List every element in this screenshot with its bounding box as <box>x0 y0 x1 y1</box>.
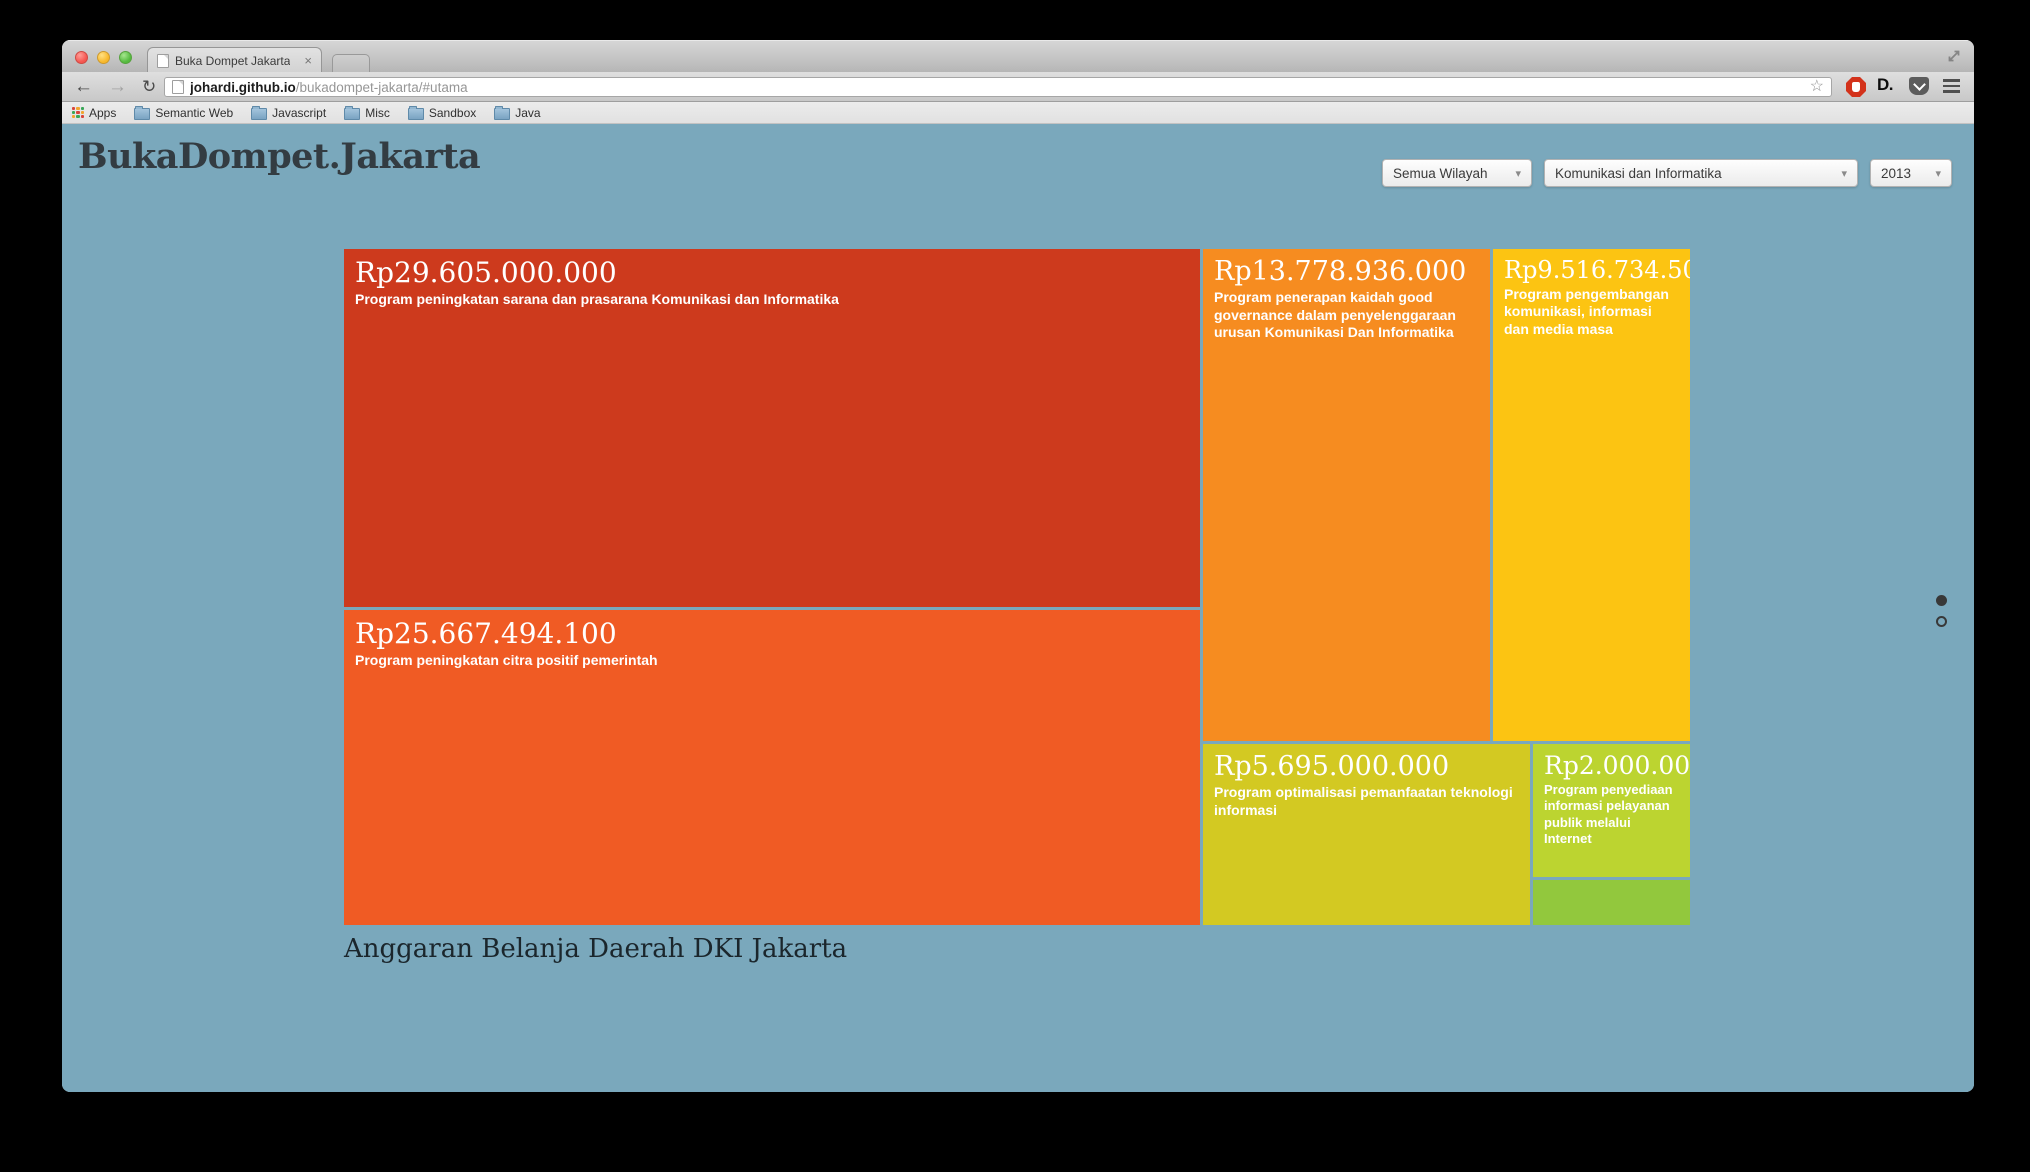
apps-grid-icon <box>72 106 84 119</box>
chevron-down-icon: ▾ <box>1841 167 1847 180</box>
folder-icon <box>251 105 268 120</box>
treemap-cell[interactable]: Rp25.667.494.100 Program peningkatan cit… <box>344 610 1200 925</box>
cell-amount: Rp5.695.000.000 <box>1214 751 1450 782</box>
bookmark-label: Javascript <box>272 105 327 120</box>
treemap-cell[interactable]: Rp2.000.000.000 Program penyediaan infor… <box>1533 744 1690 877</box>
tab-title: Buka Dompet Jakarta <box>175 53 291 68</box>
forward-button[interactable]: → <box>108 76 127 97</box>
bookmark-folder-java[interactable]: Java <box>494 105 541 120</box>
cell-amount: Rp9.516.734.500 <box>1504 256 1690 284</box>
cell-program: Program peningkatan sarana dan prasarana… <box>355 290 839 307</box>
category-filter-dropdown[interactable]: Komunikasi dan Informatika ▾ <box>1544 159 1858 187</box>
cell-program: Program penyediaan informasi pelayanan p… <box>1544 782 1673 846</box>
category-filter-value: Komunikasi dan Informatika <box>1555 165 1722 181</box>
address-bar[interactable]: johardi.github.io/bukadompet-jakarta/#ut… <box>164 77 1832 97</box>
tab-strip: Buka Dompet Jakarta × <box>62 40 1974 73</box>
treemap-cell[interactable]: Rp29.605.000.000 Program peningkatan sar… <box>344 249 1200 607</box>
folder-icon <box>494 105 511 120</box>
bookmark-label: Misc <box>365 105 390 120</box>
bookmark-label: Sandbox <box>428 105 477 120</box>
bookmarks-bar: Apps Semantic Web Javascript Misc Sandbo… <box>62 102 1974 124</box>
folder-icon <box>134 105 151 120</box>
browser-menu-icon[interactable] <box>1943 79 1960 93</box>
chevron-down-icon: ▾ <box>1935 167 1941 180</box>
cell-amount: Rp2.000.000.000 <box>1544 751 1690 780</box>
site-title: BukaDompet.Jakarta <box>78 136 481 177</box>
bookmark-label: Java <box>515 105 541 120</box>
treemap-cell[interactable] <box>1533 880 1690 925</box>
url-host: johardi.github.io <box>190 79 296 95</box>
bookmark-label: Apps <box>89 105 117 120</box>
url-path: /bukadompet-jakarta/#utama <box>295 79 468 95</box>
chevron-down-icon: ▾ <box>1515 167 1521 180</box>
page-content: BukaDompet.Jakarta Semua Wilayah ▾ Komun… <box>62 124 1974 1092</box>
treemap-cell[interactable]: Rp5.695.000.000 Program optimalisasi pem… <box>1203 744 1530 925</box>
treemap-cell[interactable]: Rp13.778.936.000 Program penerapan kaida… <box>1203 249 1490 741</box>
bookmark-apps[interactable]: Apps <box>72 106 116 120</box>
chevron-down-icon <box>1912 77 1926 91</box>
stop-hand-icon <box>1852 82 1860 92</box>
year-filter-dropdown[interactable]: 2013 ▾ <box>1870 159 1952 187</box>
bookmark-folder-sandbox[interactable]: Sandbox <box>407 105 477 120</box>
browser-window: Buka Dompet Jakarta × ← → ↻ johardi.gith… <box>62 40 1974 1092</box>
cell-program: Program penerapan kaidah good governance… <box>1214 289 1456 341</box>
window-close-button[interactable] <box>75 51 88 64</box>
cell-amount: Rp29.605.000.000 <box>355 256 617 289</box>
cell-program: Program peningkatan citra positif pemeri… <box>355 651 658 668</box>
region-filter-value: Semua Wilayah <box>1393 165 1488 181</box>
chart-caption: Anggaran Belanja Daerah DKI Jakarta <box>344 934 848 964</box>
page-favicon-icon <box>157 53 169 68</box>
cell-amount: Rp25.667.494.100 <box>355 617 617 650</box>
window-zoom-button[interactable] <box>119 51 132 64</box>
bookmark-star-icon[interactable]: ☆ <box>1809 78 1824 95</box>
bookmark-folder-misc[interactable]: Misc <box>344 105 390 120</box>
disconnect-extension-icon[interactable]: D. <box>1877 75 1894 94</box>
reload-button[interactable]: ↻ <box>142 77 157 96</box>
window-minimize-button[interactable] <box>97 51 110 64</box>
browser-tab[interactable]: Buka Dompet Jakarta × <box>147 47 322 73</box>
adblock-extension-icon[interactable] <box>1846 77 1866 97</box>
back-button[interactable]: ← <box>74 76 93 97</box>
cell-program: Program optimalisasi pemanfaatan teknolo… <box>1214 784 1513 818</box>
pagination-dot-inactive[interactable] <box>1936 616 1947 627</box>
browser-toolbar: ← → ↻ johardi.github.io/bukadompet-jakar… <box>62 72 1974 102</box>
bookmark-folder-javascript[interactable]: Javascript <box>251 105 327 120</box>
folder-icon <box>344 105 361 120</box>
year-filter-value: 2013 <box>1881 165 1912 181</box>
bookmark-label: Semantic Web <box>155 105 234 120</box>
pocket-extension-icon[interactable] <box>1909 77 1929 95</box>
bookmark-folder-semantic-web[interactable]: Semantic Web <box>134 105 234 120</box>
cell-program: Program pengembangan komunikasi, informa… <box>1504 285 1669 337</box>
region-filter-dropdown[interactable]: Semua Wilayah ▾ <box>1382 159 1532 187</box>
cell-amount: Rp13.778.936.000 <box>1214 256 1467 287</box>
treemap-cell[interactable]: Rp9.516.734.500 Program pengembangan kom… <box>1493 249 1690 741</box>
new-tab-button[interactable] <box>332 54 370 73</box>
pagination-dot-active[interactable] <box>1936 595 1947 606</box>
tab-close-icon[interactable]: × <box>304 53 312 68</box>
window-resize-icon[interactable] <box>1946 48 1962 69</box>
folder-icon <box>407 105 424 120</box>
url-page-icon <box>172 80 184 94</box>
